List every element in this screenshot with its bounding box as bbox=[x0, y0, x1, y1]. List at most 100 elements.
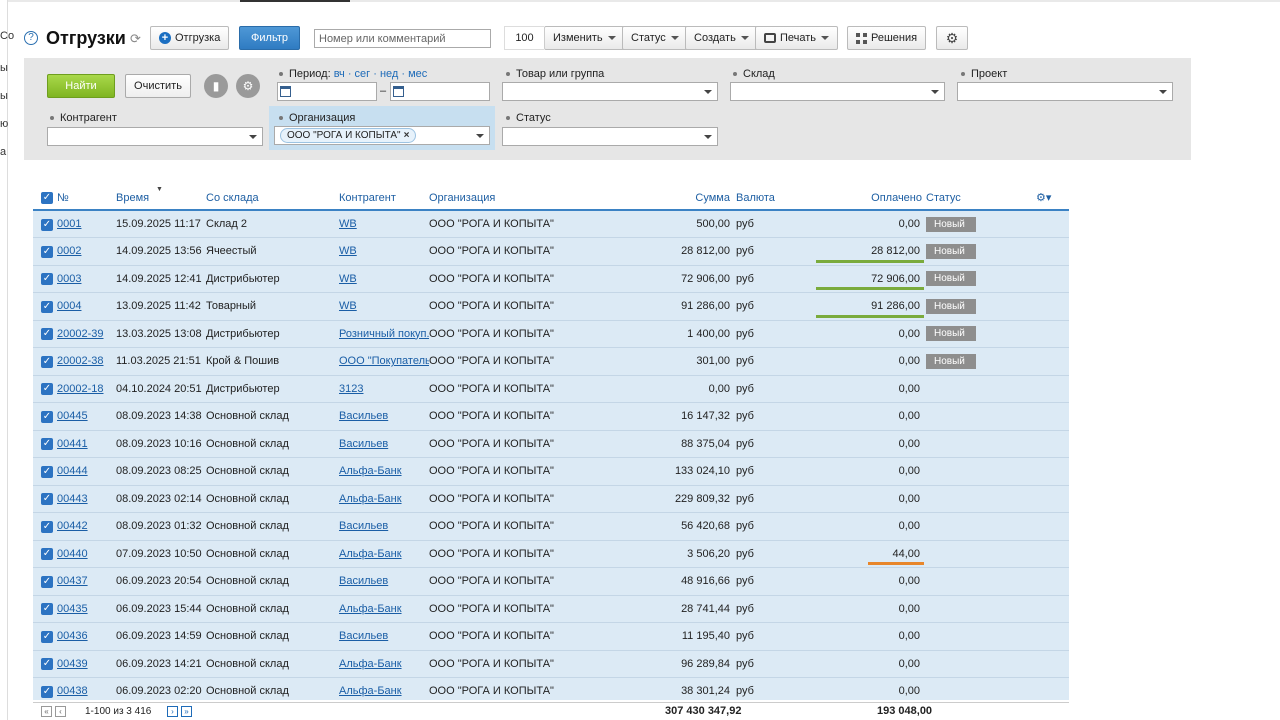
doc-number-link[interactable]: 0002 bbox=[57, 245, 82, 258]
row-checkbox-cell[interactable]: ✓ bbox=[33, 375, 57, 403]
row-checkbox[interactable]: ✓ bbox=[41, 520, 53, 533]
table-row[interactable]: ✓ 00444 08.09.2023 08:25 Основной склад Альф… bbox=[33, 457, 1069, 486]
table-row[interactable]: ✓ 00438 06.09.2023 02:20 Основной склад Альф… bbox=[33, 677, 1069, 700]
table-row[interactable]: ✓ 0001 15.09.2025 11:17 Склад 2 WB ООО "РОГА … bbox=[33, 210, 1069, 238]
goods-select[interactable] bbox=[502, 82, 718, 101]
doc-number-link[interactable]: 20002-38 bbox=[57, 355, 104, 368]
project-select[interactable] bbox=[957, 82, 1173, 101]
table-row[interactable]: ✓ 20002-18 04.10.2024 20:51 Дистрибьютер 312… bbox=[33, 375, 1069, 403]
bookmark-icon[interactable]: ▮ bbox=[204, 74, 228, 98]
period-quick-links[interactable]: вч · сег · нед · мес bbox=[333, 68, 428, 80]
col-status[interactable]: Статус bbox=[926, 186, 1036, 211]
row-checkbox-cell[interactable]: ✓ bbox=[33, 457, 57, 486]
find-button[interactable]: Найти bbox=[47, 74, 115, 98]
row-checkbox[interactable]: ✓ bbox=[41, 410, 53, 423]
row-checkbox-cell[interactable]: ✓ bbox=[33, 320, 57, 348]
select-all-checkbox[interactable]: ✓ bbox=[41, 192, 53, 204]
counterparty-link[interactable]: WB bbox=[339, 218, 357, 230]
row-checkbox-cell[interactable]: ✓ bbox=[33, 540, 57, 568]
status-badge[interactable]: Новый bbox=[926, 298, 976, 314]
counterparty-link[interactable]: 3123 bbox=[339, 382, 364, 395]
doc-number-link[interactable]: 0001 bbox=[57, 218, 82, 230]
row-checkbox[interactable]: ✓ bbox=[41, 328, 53, 341]
row-checkbox[interactable]: ✓ bbox=[41, 218, 53, 231]
row-checkbox-cell[interactable]: ✓ bbox=[33, 567, 57, 596]
table-row[interactable]: ✓ 0003 14.09.2025 12:41 Дистрибьютер WB ООО "… bbox=[33, 265, 1069, 293]
status-badge[interactable]: Новый bbox=[926, 216, 976, 232]
row-checkbox[interactable]: ✓ bbox=[41, 685, 53, 698]
row-checkbox[interactable]: ✓ bbox=[41, 300, 53, 313]
doc-number-link[interactable]: 00445 bbox=[57, 410, 88, 423]
row-checkbox-cell[interactable]: ✓ bbox=[33, 210, 57, 238]
columns-settings-gear-icon[interactable]: ⚙▾ bbox=[1036, 186, 1069, 211]
table-row[interactable]: ✓ 0004 13.09.2025 11:42 Товарный WB ООО "РОГА… bbox=[33, 292, 1069, 321]
row-checkbox-cell[interactable]: ✓ bbox=[33, 292, 57, 321]
counterparty-link[interactable]: WB bbox=[339, 272, 357, 285]
col-counterparty[interactable]: Контрагент bbox=[339, 186, 429, 211]
change-menu-button[interactable]: Изменить bbox=[544, 26, 625, 50]
table-row[interactable]: ✓ 00435 06.09.2023 15:44 Основной склад Альф… bbox=[33, 595, 1069, 623]
calendar-icon[interactable] bbox=[280, 86, 291, 97]
row-checkbox-cell[interactable]: ✓ bbox=[33, 677, 57, 700]
row-checkbox[interactable]: ✓ bbox=[41, 630, 53, 643]
row-checkbox-cell[interactable]: ✓ bbox=[33, 650, 57, 678]
row-checkbox[interactable]: ✓ bbox=[41, 658, 53, 671]
row-checkbox[interactable]: ✓ bbox=[41, 465, 53, 478]
row-checkbox-cell[interactable]: ✓ bbox=[33, 237, 57, 266]
table-row[interactable]: ✓ 0002 14.09.2025 13:56 Ячеестый WB ООО "РОГА… bbox=[33, 237, 1069, 266]
table-row[interactable]: ✓ 00440 07.09.2023 10:50 Основной склад Альф… bbox=[33, 540, 1069, 568]
col-paid[interactable]: Оплачено bbox=[812, 186, 926, 211]
row-checkbox[interactable]: ✓ bbox=[41, 548, 53, 561]
row-checkbox[interactable]: ✓ bbox=[41, 355, 53, 368]
doc-number-link[interactable]: 00440 bbox=[57, 547, 88, 560]
doc-number-link[interactable]: 00435 bbox=[57, 602, 88, 615]
next-page-icon[interactable]: › bbox=[167, 706, 178, 717]
col-currency[interactable]: Валюта bbox=[736, 186, 812, 211]
counterparty-link[interactable]: ООО "Покупатель" bbox=[339, 355, 429, 368]
doc-number-link[interactable]: 00441 bbox=[57, 437, 88, 450]
counterparty-link[interactable]: Альфа-Банк bbox=[339, 492, 402, 505]
period-from-field[interactable] bbox=[277, 82, 377, 101]
counterparty-link[interactable]: Альфа-Банк bbox=[339, 657, 402, 670]
period-to-field[interactable] bbox=[390, 82, 490, 101]
row-checkbox-cell[interactable]: ✓ bbox=[33, 622, 57, 651]
filter-button[interactable]: Фильтр bbox=[239, 26, 300, 50]
counterparty-link[interactable]: Альфа-Банк bbox=[339, 465, 402, 478]
counterparty-link[interactable]: Васильев bbox=[339, 575, 389, 588]
doc-number-link[interactable]: 0003 bbox=[57, 272, 82, 285]
organization-select[interactable]: ООО "РОГА И КОПЫТА" × bbox=[274, 126, 490, 145]
refresh-icon[interactable]: ⟳ bbox=[130, 31, 141, 46]
doc-number-link[interactable]: 00444 bbox=[57, 465, 88, 478]
row-checkbox[interactable]: ✓ bbox=[41, 603, 53, 616]
filter-settings-gear-icon[interactable]: ⚙ bbox=[236, 74, 260, 98]
row-checkbox-cell[interactable]: ✓ bbox=[33, 595, 57, 623]
status-badge[interactable]: Новый bbox=[926, 271, 976, 287]
col-sum[interactable]: Сумма bbox=[639, 186, 736, 211]
row-checkbox[interactable]: ✓ bbox=[41, 575, 53, 588]
counterparty-select[interactable] bbox=[47, 127, 263, 146]
doc-number-link[interactable]: 00437 bbox=[57, 575, 88, 588]
table-row[interactable]: ✓ 00441 08.09.2023 10:16 Основной склад Васи… bbox=[33, 430, 1069, 458]
last-page-icon[interactable]: » bbox=[181, 706, 192, 717]
col-num[interactable]: № bbox=[57, 186, 116, 211]
new-shipment-button[interactable]: + Отгрузка bbox=[150, 26, 230, 50]
table-row[interactable]: ✓ 00443 08.09.2023 02:14 Основной склад Альф… bbox=[33, 485, 1069, 513]
counterparty-link[interactable]: Васильев bbox=[339, 437, 389, 450]
settings-button[interactable]: ⚙ bbox=[936, 26, 968, 50]
table-row[interactable]: ✓ 20002-39 13.03.2025 13:08 Дистрибьютер Роз… bbox=[33, 320, 1069, 348]
counterparty-link[interactable]: Розничный покуп... bbox=[339, 327, 429, 340]
col-from-warehouse[interactable]: Со склада bbox=[206, 186, 339, 211]
counterparty-link[interactable]: Альфа-Банк bbox=[339, 602, 402, 615]
row-checkbox-cell[interactable]: ✓ bbox=[33, 265, 57, 293]
status-select[interactable] bbox=[502, 127, 718, 146]
row-checkbox-cell[interactable]: ✓ bbox=[33, 402, 57, 431]
doc-number-link[interactable]: 00439 bbox=[57, 657, 88, 670]
doc-number-link[interactable]: 00442 bbox=[57, 520, 88, 533]
prev-page-icon[interactable]: ‹ bbox=[55, 706, 66, 717]
page-size-field[interactable]: 100 bbox=[504, 26, 544, 50]
organization-tag[interactable]: ООО "РОГА И КОПЫТА" × bbox=[280, 128, 417, 143]
doc-number-link[interactable]: 20002-39 bbox=[57, 327, 104, 340]
warehouse-select[interactable] bbox=[730, 82, 945, 101]
table-row[interactable]: ✓ 00437 06.09.2023 20:54 Основной склад Васи… bbox=[33, 567, 1069, 596]
select-all-cell[interactable]: ✓ bbox=[33, 186, 57, 211]
